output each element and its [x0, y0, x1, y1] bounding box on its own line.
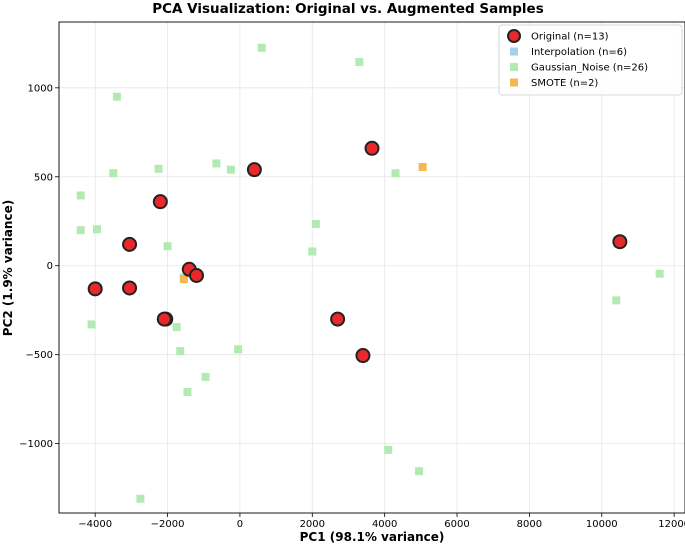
gaussian-noise-point	[655, 269, 664, 278]
gaussian-noise-point	[234, 345, 243, 354]
x-tick-label: −4000	[78, 519, 112, 530]
legend: Original (n=13) Interpolation (n=6) Gaussi…	[498, 24, 683, 96]
y-tick-label: −1000	[19, 439, 53, 450]
gaussian-noise-point	[183, 388, 192, 397]
smote-point	[179, 275, 188, 284]
original-point	[156, 311, 172, 327]
legend-label-gaussian-noise: Gaussian_Noise (n=26)	[531, 63, 648, 74]
original-point	[364, 140, 380, 156]
gaussian-noise-point	[136, 494, 145, 503]
gaussian-noise-point	[76, 191, 85, 200]
original-point	[122, 280, 138, 296]
y-tick-label: 0	[47, 261, 53, 272]
gaussian-noise-point	[176, 347, 185, 356]
y-axis-label: PC2 (1.9% variance)	[1, 200, 15, 336]
original-point	[189, 268, 205, 284]
axis-ticks: −4000−2000020004000600080001000012000−10…	[19, 83, 685, 530]
y-tick-label: 500	[34, 172, 53, 183]
legend-box	[498, 24, 683, 96]
gaussian-noise-point	[308, 247, 317, 256]
gaussian-noise-point	[76, 226, 85, 235]
gaussian-noise-point	[391, 169, 400, 178]
x-tick-label: 12000	[658, 519, 685, 530]
smote-point	[418, 162, 427, 171]
original-point	[612, 234, 628, 250]
legend-label-interpolation: Interpolation (n=6)	[531, 47, 627, 58]
gaussian-noise-point	[384, 445, 393, 454]
gaussian-noise-point	[87, 320, 96, 329]
gaussian-noise-point	[311, 219, 320, 228]
x-tick-label: 0	[237, 519, 243, 530]
data-points	[76, 43, 664, 503]
gaussian-noise-point	[212, 159, 221, 168]
legend-marker-gaussian-noise	[510, 63, 518, 71]
legend-marker-smote	[510, 78, 518, 87]
gaussian-noise-point	[112, 92, 121, 101]
gaussian-noise-point	[226, 165, 235, 174]
x-tick-label: 4000	[372, 519, 397, 530]
gaussian-noise-point	[257, 43, 266, 52]
gaussian-noise-point	[163, 242, 172, 251]
y-tick-label: 1000	[28, 83, 53, 94]
original-point	[87, 281, 103, 297]
x-tick-label: 10000	[586, 519, 618, 530]
legend-label-smote: SMOTE (n=2)	[531, 78, 598, 89]
x-tick-label: 2000	[300, 519, 325, 530]
gaussian-noise-point	[612, 296, 621, 305]
x-tick-label: −2000	[151, 519, 185, 530]
original-point	[246, 162, 262, 178]
gaussian-noise-point	[355, 58, 364, 67]
y-tick-label: −500	[26, 350, 53, 361]
x-tick-label: 6000	[444, 519, 469, 530]
legend-marker-original	[507, 29, 521, 43]
plot-frame	[58, 21, 685, 514]
x-axis-label: PC1 (98.1% variance)	[300, 530, 445, 544]
gaussian-noise-point	[172, 323, 181, 332]
original-point	[122, 236, 138, 252]
gaussian-noise-point	[154, 164, 163, 173]
x-tick-label: 8000	[517, 519, 542, 530]
legend-marker-interpolation	[510, 47, 518, 56]
gaussian-noise-point	[109, 169, 118, 178]
original-point	[355, 348, 371, 364]
grid-lines	[59, 22, 685, 513]
original-point	[152, 194, 168, 210]
original-point	[330, 311, 346, 327]
gaussian-noise-point	[201, 372, 210, 381]
gaussian-noise-point	[415, 467, 424, 476]
chart-title: PCA Visualization: Original vs. Augmente…	[152, 1, 544, 17]
legend-label-original: Original (n=13)	[531, 32, 609, 43]
gaussian-noise-point	[92, 225, 101, 234]
